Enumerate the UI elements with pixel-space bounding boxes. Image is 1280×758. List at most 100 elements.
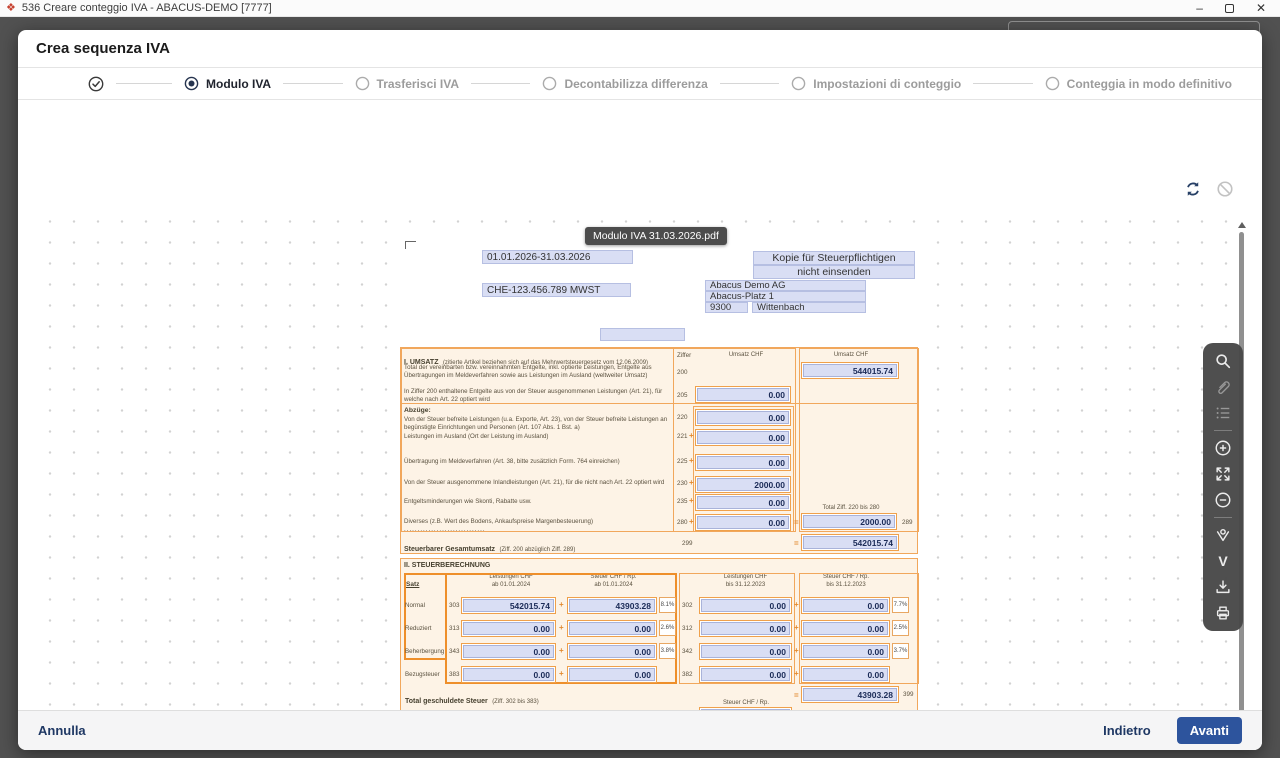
- p-343: +: [559, 646, 564, 655]
- f-382s[interactable]: 0.00: [801, 666, 890, 683]
- row-220-ziffer: 220: [677, 414, 688, 421]
- cancel-button[interactable]: Annulla: [38, 723, 86, 738]
- pdf-preview-canvas: Modulo IVA 31.03.2026.pdf 01.01.2026-31.…: [30, 220, 1246, 750]
- f-342s[interactable]: 0.00: [801, 643, 890, 660]
- f-382[interactable]: 0.00: [699, 666, 792, 683]
- company-street-field[interactable]: Abacus-Platz 1: [705, 291, 866, 302]
- vscroll-up-arrow[interactable]: [1238, 222, 1246, 228]
- f-303[interactable]: 542015.74: [461, 597, 556, 614]
- radio-icon: [355, 76, 369, 91]
- print-icon[interactable]: [1214, 604, 1232, 622]
- toolbar-divider: [1214, 430, 1232, 431]
- vat-number-field[interactable]: CHE-123.456.789 MWST: [482, 283, 631, 297]
- row-205-value[interactable]: 0.00: [695, 386, 791, 403]
- f-313s[interactable]: 0.00: [567, 620, 657, 637]
- gesamt-ziffer: 299: [682, 540, 693, 547]
- close-button[interactable]: ✕: [1255, 1, 1266, 15]
- row-221-plus: +: [689, 431, 694, 440]
- step-decontabilizza[interactable]: Decontabilizza differenza: [542, 76, 708, 91]
- old-rate-right-box: [799, 573, 919, 684]
- z-383: 383: [449, 671, 460, 678]
- row-225-value[interactable]: 0.00: [695, 454, 791, 471]
- f-313[interactable]: 0.00: [461, 620, 556, 637]
- radio-icon: [543, 76, 557, 91]
- zoom-in-icon[interactable]: [1214, 439, 1232, 457]
- f-312[interactable]: 0.00: [699, 620, 792, 637]
- next-button[interactable]: Avanti: [1176, 717, 1242, 744]
- f-383[interactable]: 0.00: [461, 666, 556, 683]
- row-205-desc: In Ziffer 200 enthaltene Entgelte aus vo…: [404, 388, 663, 404]
- back-button[interactable]: Indietro: [1103, 723, 1151, 738]
- row-205-ziffer: 205: [677, 392, 688, 399]
- section2-title: II. STEUERBERECHNUNG: [404, 562, 491, 569]
- step-modulo-iva[interactable]: Modulo IVA: [184, 76, 271, 91]
- f-303s[interactable]: 43903.28: [567, 597, 657, 614]
- z-312: 312: [682, 625, 693, 632]
- pct-38: 3.8%: [659, 643, 676, 659]
- fit-to-screen-icon[interactable]: [1214, 465, 1232, 483]
- search-icon[interactable]: [1214, 352, 1232, 370]
- row-280-value[interactable]: 0.00: [695, 514, 791, 531]
- col3-header: Leistungen CHF bis 31.12.2023: [723, 574, 768, 588]
- row-235-ziffer: 235: [677, 498, 688, 505]
- refresh-icon[interactable]: [1184, 180, 1202, 198]
- abacus-app-icon: ❖: [6, 1, 16, 14]
- step-label: Modulo IVA: [206, 76, 272, 91]
- col4-header: Steuer CHF / Rp. bis 31.12.2023: [822, 574, 869, 588]
- step-label: Trasferisci IVA: [376, 76, 460, 91]
- row-235-value[interactable]: 0.00: [695, 494, 791, 511]
- satz-tab-box: [404, 573, 446, 660]
- gesamt-value[interactable]: 542015.74: [801, 534, 899, 551]
- company-name-field[interactable]: Abacus Demo AG: [705, 280, 866, 291]
- step-impostazioni[interactable]: Impostazioni di conteggio: [791, 76, 961, 91]
- zoom-out-icon[interactable]: [1214, 491, 1232, 509]
- p-303: +: [559, 600, 564, 609]
- z-343: 343: [449, 648, 460, 655]
- viewer-toolbar: V: [1203, 343, 1243, 631]
- row-230-value[interactable]: 2000.00: [695, 476, 791, 493]
- row-200-ziffer: 200: [677, 369, 688, 376]
- filename-tooltip: Modulo IVA 31.03.2026.pdf: [585, 227, 727, 245]
- row-225-plus: +: [689, 456, 694, 465]
- step-conteggia-definitivo[interactable]: Conteggia in modo definitivo: [1045, 76, 1232, 91]
- empty-field[interactable]: [600, 328, 685, 341]
- company-city-field[interactable]: Wittenbach: [752, 302, 866, 313]
- col-ziffer: Ziffer: [677, 352, 692, 359]
- gesamt-equals: =: [794, 539, 799, 548]
- radio-icon: [1045, 76, 1059, 91]
- f-342[interactable]: 0.00: [699, 643, 792, 660]
- gesamt-note: (Ziff. 200 abzüglich Ziff. 289): [499, 547, 576, 553]
- step-trasferisci-iva[interactable]: Trasferisci IVA: [355, 76, 460, 91]
- minimize-button[interactable]: –: [1196, 1, 1203, 15]
- f-343s[interactable]: 0.00: [567, 643, 657, 660]
- leader-dots: ..............................: [404, 526, 486, 534]
- pct-81: 8.1%: [659, 597, 676, 613]
- letter-v-icon[interactable]: V: [1218, 553, 1228, 569]
- f-312s[interactable]: 0.00: [801, 620, 890, 637]
- visum-stamp-icon[interactable]: [1214, 526, 1232, 544]
- row-230-ziffer: 230: [677, 480, 688, 487]
- satz-beherbergung: Beherbergung: [405, 648, 445, 655]
- row-200-desc: Total der vereinbarten bzw. vereinnahmte…: [404, 364, 652, 380]
- row-280-plus: +: [689, 517, 694, 526]
- f-302s[interactable]: 0.00: [801, 597, 890, 614]
- total-steuer-value[interactable]: 43903.28: [801, 686, 899, 703]
- step-indicator: Modulo IVA Trasferisci IVA Decontabilizz…: [18, 68, 1262, 100]
- f-302[interactable]: 0.00: [699, 597, 792, 614]
- row-220-value[interactable]: 0.00: [695, 409, 791, 426]
- total-220-280-value[interactable]: 2000.00: [801, 513, 897, 530]
- download-icon[interactable]: [1214, 578, 1232, 596]
- wizard-dialog: Crea sequenza IVA Modulo IVA: [18, 30, 1262, 750]
- period-field[interactable]: 01.01.2026-31.03.2026: [482, 250, 633, 264]
- col2-header: Steuer CHF / Rp. ab 01.01.2024: [590, 574, 637, 588]
- os-titlebar: ❖ 536 Creare conteggio IVA - ABACUS-DEMO…: [0, 0, 1280, 17]
- f-383s[interactable]: 0.00: [567, 666, 657, 683]
- company-zip-field[interactable]: 9300: [705, 302, 748, 313]
- maximize-button[interactable]: [1224, 3, 1234, 13]
- row-200-value[interactable]: 544015.74: [801, 362, 899, 379]
- row-221-value[interactable]: 0.00: [695, 429, 791, 446]
- f-343[interactable]: 0.00: [461, 643, 556, 660]
- step-completed[interactable]: [88, 76, 104, 92]
- row-230-desc: Von der Steuer ausgenommene Inlandleistu…: [404, 479, 665, 486]
